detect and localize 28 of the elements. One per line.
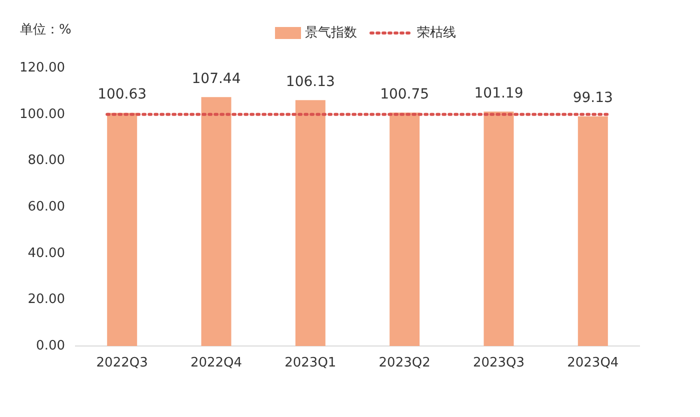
x-tick-label: 2022Q4 [190, 356, 242, 371]
data-label: 106.13 [286, 74, 335, 90]
y-axis-title: 单位：% [20, 22, 72, 38]
y-tick-label: 20.00 [28, 292, 65, 308]
x-tick-label: 2023Q4 [567, 356, 619, 371]
x-tick-label: 2023Q3 [472, 356, 525, 371]
y-tick-label: 40.00 [28, 246, 65, 261]
x-tick-label: 2023Q1 [284, 356, 336, 371]
y-tick-label: 60.00 [28, 200, 65, 215]
legend-label: 景气指数 [305, 26, 357, 41]
y-tick-label: 100.00 [20, 106, 65, 122]
y-tick-label: 0.00 [36, 338, 65, 354]
data-label: 101.19 [474, 85, 524, 102]
bar [578, 116, 608, 346]
bar [295, 100, 326, 346]
data-label: 99.13 [572, 90, 613, 106]
x-tick-label: 2023Q2 [378, 356, 430, 371]
bar [484, 112, 514, 346]
x-tick-label: 2022Q3 [96, 356, 148, 371]
bar [107, 112, 138, 346]
bar [390, 112, 420, 346]
data-label: 107.44 [192, 70, 241, 87]
y-tick-label: 120.00 [20, 60, 65, 76]
bar [201, 97, 232, 346]
data-label: 100.63 [98, 86, 147, 103]
y-tick-label: 80.00 [28, 153, 65, 168]
data-label: 100.75 [380, 86, 430, 102]
legend-label: 荣枯线 [417, 26, 456, 41]
